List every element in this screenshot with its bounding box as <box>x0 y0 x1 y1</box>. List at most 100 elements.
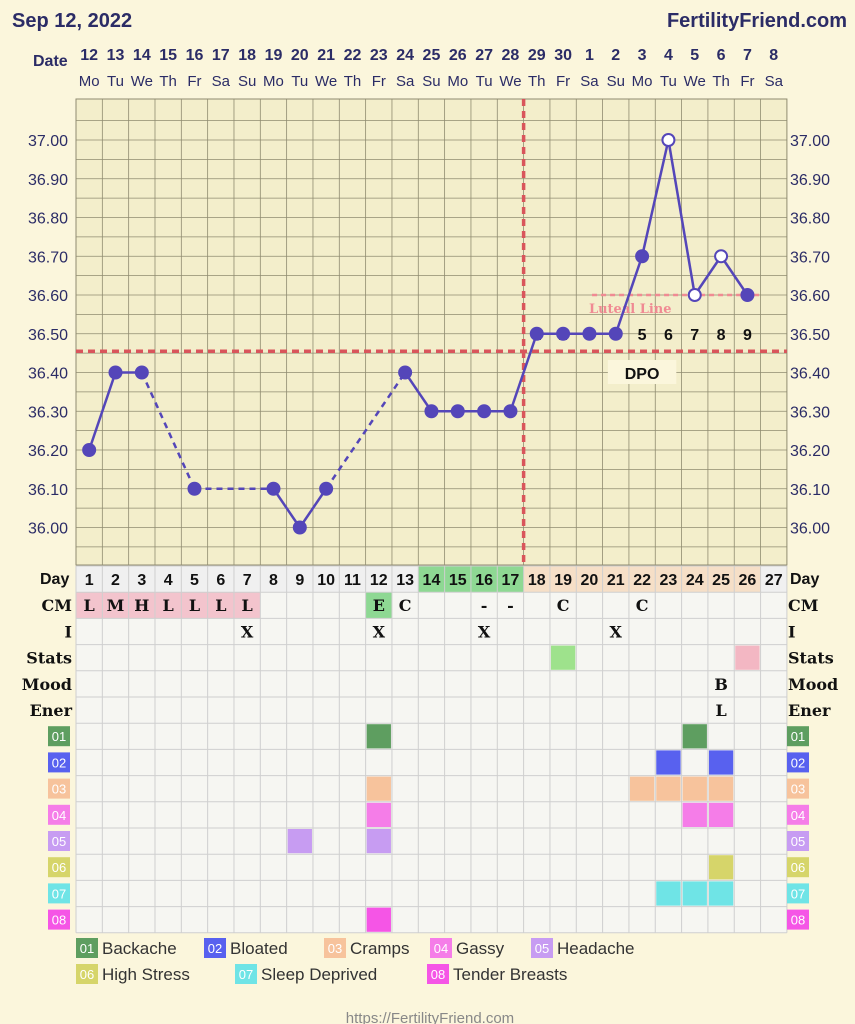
temperature-point <box>582 326 597 341</box>
weekday-label: Fr <box>187 73 201 90</box>
day-cell <box>470 566 498 593</box>
date-label: 23 <box>370 47 388 64</box>
weekday-label: Sa <box>580 73 599 90</box>
day-cell <box>628 566 656 593</box>
row-label-left: Stats <box>26 649 72 668</box>
grid-row-bg <box>76 801 787 828</box>
grid-row-bg <box>76 854 787 881</box>
intercourse-mark: X <box>241 622 254 641</box>
date-label: 8 <box>769 47 778 64</box>
day-cell <box>339 566 366 593</box>
cm-cell-highlight <box>207 592 234 619</box>
symptom-cell <box>366 907 391 932</box>
y-tick-label-right: 36.30 <box>790 404 830 421</box>
weekday-label: Mo <box>263 73 284 90</box>
temperature-point <box>529 326 544 341</box>
y-tick-label-left: 36.80 <box>28 211 68 228</box>
weekday-label: We <box>315 73 337 90</box>
temperature-line-segment <box>667 139 696 296</box>
row-label-right: CM <box>788 596 818 615</box>
grid-row-bg <box>76 906 787 933</box>
symptom-code-badge-right <box>787 883 809 904</box>
legend-name: Cramps <box>350 939 410 958</box>
temperature-line-segment <box>325 371 407 490</box>
temperature-point <box>398 365 413 380</box>
weekday-label: We <box>131 73 153 90</box>
day-row-label-left: Day <box>40 571 69 588</box>
cm-value: C <box>636 596 649 615</box>
date-label: 27 <box>475 47 493 64</box>
symptom-code-badge-right <box>787 831 809 851</box>
cycle-day: 2 <box>111 572 120 589</box>
symptom-code-left: 03 <box>52 782 66 797</box>
intercourse-mark: X <box>610 622 623 641</box>
legend-swatch <box>76 964 98 984</box>
y-tick-label-right: 36.20 <box>790 443 830 460</box>
date-label: 13 <box>107 47 125 64</box>
symptom-cell <box>366 829 391 854</box>
date-label: 2 <box>611 47 620 64</box>
luteal-line-label: Luteal Line <box>589 302 672 317</box>
legend-name: Tender Breasts <box>453 965 567 984</box>
symptom-code-right: 02 <box>791 755 805 770</box>
dpo-number: 7 <box>690 327 699 344</box>
y-tick-label-right: 36.40 <box>790 366 830 383</box>
row-label-right: Mood <box>788 675 838 694</box>
date-label: 16 <box>186 47 204 64</box>
cycle-day: 6 <box>216 572 225 589</box>
cm-value: L <box>163 596 174 615</box>
cycle-day: 25 <box>712 572 730 589</box>
symptom-cell <box>708 881 734 906</box>
dpo-number: 6 <box>664 327 673 344</box>
cycle-day: 22 <box>633 572 651 589</box>
day-cell <box>102 566 129 593</box>
y-tick-label-right: 36.50 <box>790 327 830 344</box>
y-tick-label-right: 36.80 <box>790 211 830 228</box>
date-label: 7 <box>743 47 752 64</box>
weekday-label: Mo <box>632 73 653 90</box>
day-cell <box>549 566 577 593</box>
date-label: 19 <box>265 47 283 64</box>
stats-mark <box>735 645 760 670</box>
legend-swatch <box>430 938 452 958</box>
cycle-day: 11 <box>344 572 361 589</box>
cm-value: M <box>107 596 125 615</box>
temperature-line-segment <box>693 255 723 296</box>
day-cell <box>207 566 234 593</box>
grid-row-bg <box>76 828 787 855</box>
row-label-left: CM <box>42 596 72 615</box>
symptom-code-right: 03 <box>791 782 805 797</box>
symptom-cell <box>708 776 734 801</box>
cycle-day: 13 <box>396 572 414 589</box>
weekday-label: Tu <box>291 73 308 90</box>
chart-date: Sep 12, 2022 <box>12 10 133 32</box>
symptom-cell <box>708 750 734 775</box>
day-cell <box>128 566 155 593</box>
row-label-left: Ener <box>30 701 73 720</box>
cycle-day: 24 <box>686 572 704 589</box>
y-tick-label-left: 36.10 <box>28 482 68 499</box>
dpo-label-bg <box>607 360 677 384</box>
site-name: FertilityFriend.com <box>666 10 847 32</box>
cm-value: - <box>481 596 488 615</box>
day-cell <box>260 566 287 593</box>
symptom-code-badge-left <box>48 726 70 747</box>
y-tick-label-left: 36.50 <box>28 327 68 344</box>
y-tick-label-left: 36.30 <box>28 404 68 421</box>
day-cell <box>233 566 261 593</box>
symptom-code-right: 05 <box>791 834 805 849</box>
y-tick-label-right: 36.00 <box>790 521 830 538</box>
date-label: 24 <box>396 47 414 64</box>
dpo-number: 8 <box>717 327 726 344</box>
dpo-label: DPO <box>625 366 660 383</box>
symptom-cell <box>682 776 707 801</box>
mood-value: B <box>714 675 728 694</box>
weekday-label: Mo <box>79 73 100 90</box>
legend-name: Bloated <box>230 939 288 958</box>
cm-value: E <box>373 596 385 615</box>
temperature-point <box>82 443 97 457</box>
legend-name: Headache <box>557 939 635 958</box>
cycle-day: 18 <box>528 572 546 589</box>
